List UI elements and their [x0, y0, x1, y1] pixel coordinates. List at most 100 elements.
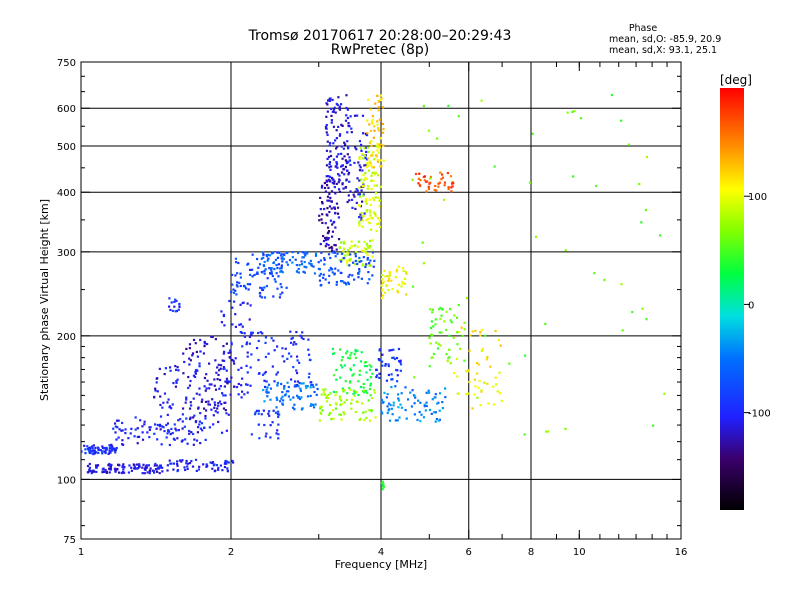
data-point — [377, 109, 380, 112]
data-point — [231, 358, 234, 362]
data-point — [368, 364, 371, 367]
data-point — [339, 364, 343, 367]
data-point — [405, 293, 408, 296]
data-point — [344, 254, 347, 257]
data-point — [328, 192, 331, 196]
data-point — [335, 280, 338, 284]
data-point — [375, 368, 378, 372]
data-point — [348, 156, 351, 159]
data-point — [234, 289, 237, 292]
data-point — [278, 296, 282, 299]
data-point — [285, 261, 288, 264]
data-point — [219, 464, 223, 467]
data-point — [337, 181, 340, 184]
data-point — [332, 108, 336, 111]
data-point — [89, 469, 92, 473]
data-point — [281, 355, 284, 358]
data-point — [353, 161, 356, 164]
data-point — [101, 471, 104, 474]
data-point — [326, 195, 330, 198]
data-point — [158, 423, 162, 426]
data-point — [332, 178, 335, 181]
data-point — [93, 450, 96, 454]
data-point — [417, 177, 420, 180]
data-point — [310, 381, 313, 384]
data-point — [192, 432, 195, 436]
data-point — [229, 351, 232, 354]
data-point — [264, 336, 268, 339]
data-point — [313, 390, 316, 394]
data-point — [468, 349, 471, 352]
data-point — [109, 466, 112, 469]
data-point — [298, 397, 302, 401]
data-point — [346, 108, 349, 111]
data-point — [255, 409, 259, 412]
data-point — [326, 157, 329, 161]
data-point — [269, 436, 272, 439]
data-point — [340, 152, 343, 155]
data-point — [431, 334, 434, 337]
data-point — [479, 403, 482, 407]
data-point — [365, 150, 368, 154]
data-point — [229, 393, 232, 396]
data-point — [446, 171, 449, 175]
data-point — [318, 219, 321, 222]
data-point — [376, 142, 379, 146]
data-point — [262, 253, 265, 256]
data-point — [405, 417, 408, 420]
data-point — [159, 403, 162, 407]
data-point — [265, 432, 268, 435]
data-point — [342, 410, 345, 414]
data-point — [250, 433, 253, 436]
data-point — [327, 175, 330, 178]
data-point — [430, 333, 433, 336]
data-point — [348, 273, 351, 276]
data-point — [325, 131, 328, 134]
data-point — [257, 266, 260, 269]
data-point — [429, 342, 432, 345]
data-point — [190, 459, 193, 463]
data-point — [299, 389, 303, 392]
data-point — [115, 419, 119, 422]
data-point — [195, 469, 198, 473]
data-point — [146, 471, 149, 474]
data-point — [214, 338, 217, 341]
data-point — [340, 402, 343, 406]
data-point — [246, 383, 249, 386]
data-point — [168, 305, 171, 308]
data-point — [114, 470, 117, 473]
data-point — [224, 401, 227, 404]
data-point — [175, 309, 179, 313]
data-point — [211, 461, 215, 464]
data-point — [413, 402, 416, 405]
data-point — [362, 411, 365, 414]
data-point — [377, 106, 380, 109]
data-point — [113, 449, 117, 452]
data-point — [397, 360, 401, 363]
data-point — [376, 217, 379, 220]
data-point — [427, 185, 430, 188]
data-point — [214, 359, 217, 362]
data-point — [325, 236, 328, 239]
data-point — [446, 359, 449, 363]
data-point — [487, 402, 490, 405]
data-point — [330, 190, 334, 193]
data-point — [221, 359, 224, 362]
grid-lines — [81, 62, 681, 539]
data-point — [297, 267, 300, 271]
data-point — [359, 385, 363, 389]
data-point — [234, 257, 238, 260]
data-point — [398, 416, 401, 419]
data-point — [224, 380, 227, 383]
data-point — [281, 391, 284, 394]
data-point — [366, 258, 369, 261]
data-point — [103, 446, 106, 450]
data-point — [300, 263, 304, 266]
data-point — [486, 382, 489, 385]
data-point — [458, 330, 461, 334]
data-point — [328, 411, 331, 415]
data-point — [276, 384, 279, 387]
data-point — [331, 347, 335, 350]
data-point — [123, 471, 126, 474]
data-point — [113, 422, 117, 425]
